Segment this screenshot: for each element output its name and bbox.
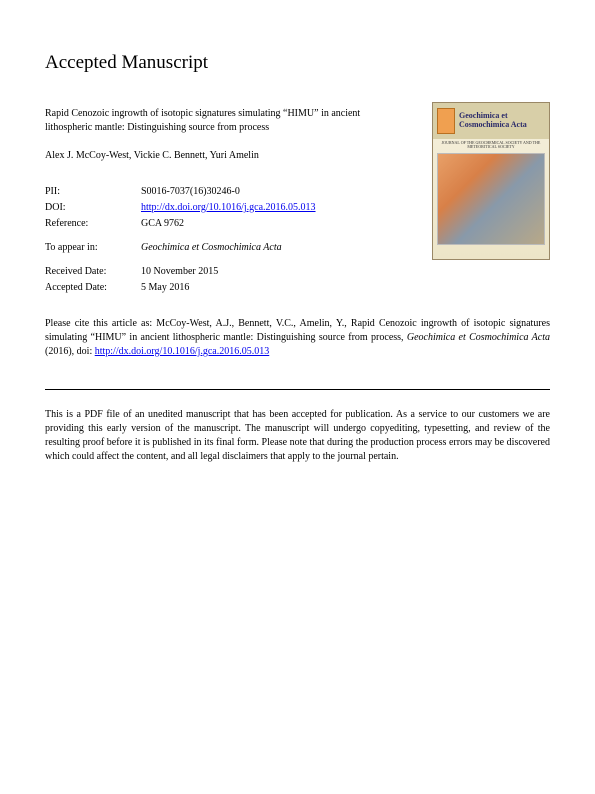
received-label: Received Date:	[45, 265, 141, 279]
citation-doi-link[interactable]: http://dx.doi.org/10.1016/j.gca.2016.05.…	[95, 346, 270, 357]
journal-cover-thumbnail: Geochimica et Cosmochimica Acta JOURNAL …	[432, 102, 550, 260]
doi-link[interactable]: http://dx.doi.org/10.1016/j.gca.2016.05.…	[141, 202, 316, 213]
article-title: Rapid Cenozoic ingrowth of isotopic sign…	[45, 107, 385, 135]
pii-value: S0016-7037(16)30246-0	[141, 185, 240, 199]
horizontal-divider	[45, 389, 550, 390]
elsevier-tree-icon	[437, 108, 455, 134]
reference-value: GCA 9762	[141, 217, 184, 231]
title-block: Rapid Cenozoic ingrowth of isotopic sign…	[45, 107, 385, 135]
authors: Alex J. McCoy-West, Vickie C. Bennett, Y…	[45, 149, 385, 163]
citation-text: Please cite this article as: McCoy-West,…	[45, 317, 550, 359]
appearin-label: To appear in:	[45, 241, 141, 255]
top-section: Rapid Cenozoic ingrowth of isotopic sign…	[45, 107, 550, 295]
meta-row-received: Received Date: 10 November 2015	[45, 265, 550, 279]
reference-label: Reference:	[45, 217, 141, 231]
accepted-manuscript-header: Accepted Manuscript	[45, 50, 550, 77]
doi-label: DOI:	[45, 201, 141, 215]
meta-row-accepted: Accepted Date: 5 May 2016	[45, 281, 550, 295]
cover-subtitle: JOURNAL OF THE GEOCHEMICAL SOCIETY AND T…	[433, 139, 549, 152]
cover-journal-title: Geochimica et Cosmochimica Acta	[459, 112, 545, 129]
cover-header: Geochimica et Cosmochimica Acta	[433, 103, 549, 139]
pii-label: PII:	[45, 185, 141, 199]
accepted-value: 5 May 2016	[141, 281, 189, 295]
received-value: 10 November 2015	[141, 265, 218, 279]
disclaimer-text: This is a PDF file of an unedited manusc…	[45, 408, 550, 464]
accepted-label: Accepted Date:	[45, 281, 141, 295]
citation-year-doi: (2016), doi:	[45, 346, 95, 357]
cover-image	[437, 153, 545, 245]
appearin-value: Geochimica et Cosmochimica Acta	[141, 241, 282, 255]
citation-journal: Geochimica et Cosmochimica Acta	[407, 332, 550, 343]
